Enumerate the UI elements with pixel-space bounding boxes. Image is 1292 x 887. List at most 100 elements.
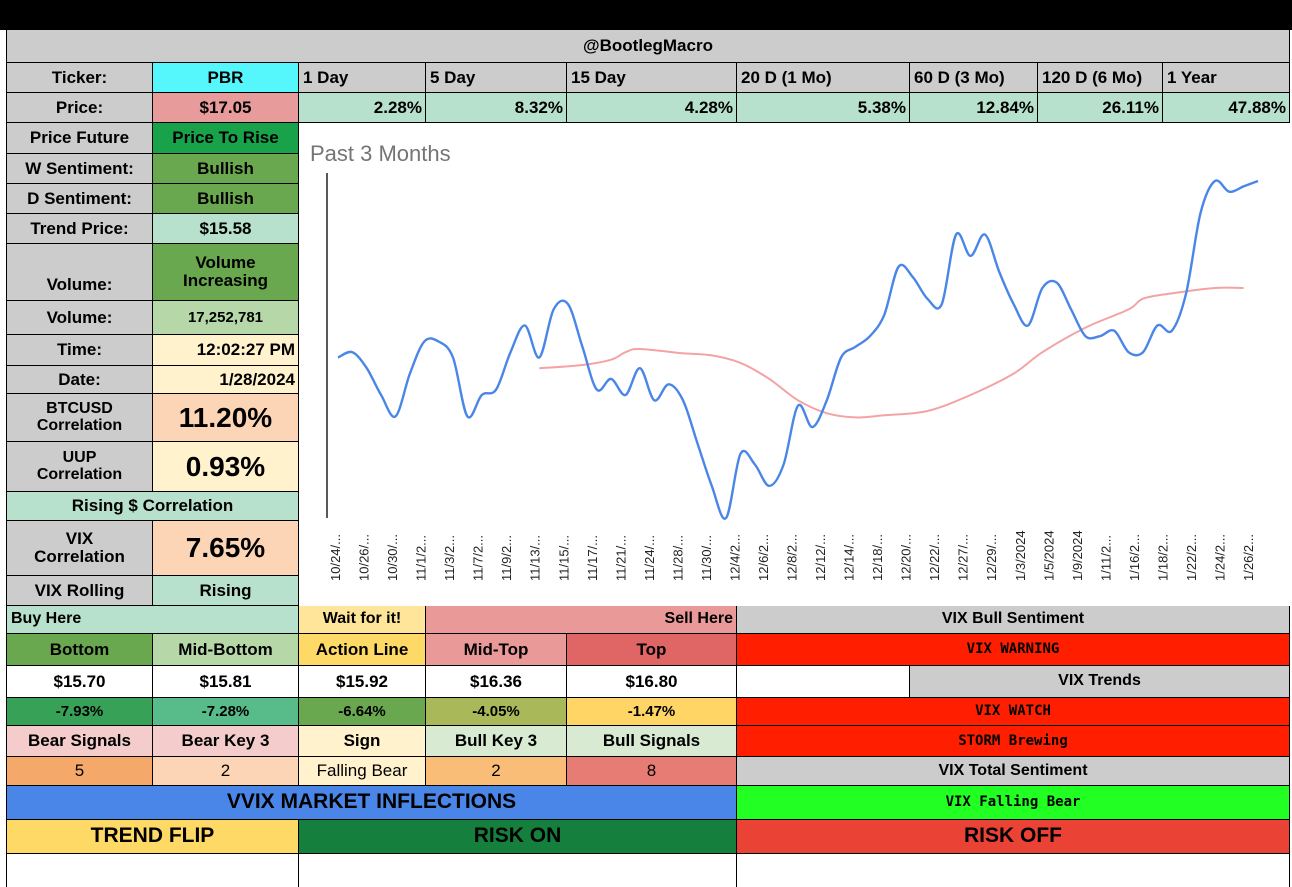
- x-tick-label: 1/5/2024: [1041, 530, 1056, 581]
- price-future-value: Price To Rise: [153, 123, 299, 154]
- risk-on-blank: [299, 854, 737, 887]
- period-value-120d: 26.11%: [1038, 93, 1163, 123]
- vix-label-line1: VIX: [65, 529, 94, 549]
- time-value: 12:02:27 PM: [153, 335, 299, 366]
- top-bar: [0, 0, 1292, 30]
- ticker-value[interactable]: PBR: [153, 63, 299, 93]
- x-tick-label: 12/6/2...: [756, 534, 771, 581]
- period-value-1d: 2.28%: [299, 93, 426, 123]
- x-tick-label: 11/21/...: [613, 535, 628, 581]
- x-tick-label: 11/13/...: [528, 535, 543, 581]
- vix-warning: VIX WARNING: [737, 634, 1290, 666]
- level-pct-mid-bottom: -7.28%: [153, 698, 299, 726]
- price-future-label: Price Future: [7, 123, 153, 154]
- btc-correlation-label: BTCUSD Correlation: [7, 394, 153, 442]
- x-tick-label: 12/4/2...: [727, 534, 742, 581]
- price-label: Price:: [7, 93, 153, 123]
- period-header-5d: 5 Day: [426, 63, 567, 93]
- vix-falling-bear: VIX Falling Bear: [737, 786, 1290, 820]
- x-tick-label: 10/24/...: [328, 534, 343, 581]
- uup-label-line1: UUP: [62, 448, 97, 466]
- vix-trends: VIX Trends: [910, 666, 1290, 698]
- price-value: $17.05: [153, 93, 299, 123]
- vix-label-line2: Correlation: [34, 547, 125, 566]
- signal-value-sign: Falling Bear: [299, 757, 426, 786]
- period-value-15d: 4.28%: [567, 93, 737, 123]
- buy-here-label: Buy Here: [7, 606, 299, 634]
- chart-svg: Past 3 Months 10/24/... 10/26/... 10/30/..…: [310, 141, 1259, 581]
- x-tick-label: 11/30/...: [699, 535, 714, 581]
- x-tick-label: 11/24/...: [642, 535, 657, 581]
- x-tick-label: 11/28/...: [670, 535, 685, 581]
- x-tick-label: 1/16/2...: [1127, 534, 1142, 581]
- btc-label-line1: BTCUSD: [46, 399, 113, 417]
- level-pct-top: -1.47%: [567, 698, 737, 726]
- x-tick-label: 1/9/2024: [1070, 530, 1085, 581]
- x-tick-label: 1/18/2...: [1155, 534, 1170, 581]
- risk-off-blank: [737, 854, 1290, 887]
- x-tick-label: 11/7/2...: [471, 535, 486, 581]
- chart-background: [300, 123, 1290, 606]
- level-header-top: Top: [567, 634, 737, 666]
- x-tick-label: 1/24/2...: [1212, 534, 1227, 581]
- period-value-5d: 8.32%: [426, 93, 567, 123]
- vix-rolling-value: Rising: [153, 576, 299, 606]
- period-value-1y: 47.88%: [1163, 93, 1290, 123]
- ticker-label: Ticker:: [7, 63, 153, 93]
- rising-correlation: Rising $ Correlation: [7, 492, 299, 521]
- uup-correlation-label: UUP Correlation: [7, 442, 153, 492]
- x-tick-label: 1/26/2...: [1241, 534, 1256, 581]
- vix-trends-blank: [737, 666, 910, 698]
- x-tick-label: 12/8/2...: [785, 534, 800, 581]
- time-label: Time:: [7, 335, 153, 366]
- vix-correlation-label: VIX Correlation: [7, 521, 153, 576]
- risk-on: RISK ON: [299, 820, 737, 854]
- period-value-20d: 5.38%: [737, 93, 910, 123]
- level-pct-action-line: -6.64%: [299, 698, 426, 726]
- signal-header-bear-signals: Bear Signals: [7, 726, 153, 757]
- level-header-mid-bottom: Mid-Bottom: [153, 634, 299, 666]
- period-header-60d: 60 D (3 Mo): [910, 63, 1038, 93]
- signal-header-bull-signals: Bull Signals: [567, 726, 737, 757]
- level-price-top: $16.80: [567, 666, 737, 698]
- storm-brewing: STORM Brewing: [737, 726, 1290, 757]
- signal-value-bull-key3: 2: [426, 757, 567, 786]
- btc-correlation-value: 11.20%: [153, 394, 299, 442]
- signal-value-bull-signals: 8: [567, 757, 737, 786]
- x-tick-label: 10/30/...: [385, 534, 400, 581]
- sheet-left-gutter: [0, 30, 7, 887]
- level-price-action-line: $15.92: [299, 666, 426, 698]
- wait-label: Wait for it!: [299, 606, 426, 634]
- header-title: @BootlegMacro: [7, 30, 1290, 63]
- price-series-line: [337, 179, 1259, 520]
- x-tick-label: 11/3/2...: [442, 535, 457, 581]
- signal-value-bear-signals: 5: [7, 757, 153, 786]
- x-tick-label: 12/20/...: [899, 534, 914, 581]
- x-tick-label: 11/17/...: [585, 535, 600, 581]
- volume-label: Volume:: [7, 301, 153, 335]
- period-header-120d: 120 D (6 Mo): [1038, 63, 1163, 93]
- level-pct-bottom: -7.93%: [7, 698, 153, 726]
- signal-header-bull-key3: Bull Key 3: [426, 726, 567, 757]
- x-tick-label: 12/29/...: [984, 534, 999, 581]
- d-sentiment-value: Bullish: [153, 184, 299, 214]
- sell-here-label: Sell Here: [426, 606, 737, 634]
- uup-correlation-value: 0.93%: [153, 442, 299, 492]
- period-header-20d: 20 D (1 Mo): [737, 63, 910, 93]
- level-header-action-line: Action Line: [299, 634, 426, 666]
- level-price-mid-top: $16.36: [426, 666, 567, 698]
- risk-off: RISK OFF: [737, 820, 1290, 854]
- x-tick-label: 10/26/...: [357, 534, 372, 581]
- d-sentiment-label: D Sentiment:: [7, 184, 153, 214]
- level-header-bottom: Bottom: [7, 634, 153, 666]
- level-price-mid-bottom: $15.81: [153, 666, 299, 698]
- level-header-mid-top: Mid-Top: [426, 634, 567, 666]
- vvix-title: VVIX MARKET INFLECTIONS: [7, 786, 737, 820]
- period-header-1d: 1 Day: [299, 63, 426, 93]
- trend-flip: TREND FLIP: [7, 820, 299, 854]
- x-tick-label: 12/18/...: [870, 534, 885, 581]
- x-tick-label: 12/14/...: [842, 534, 857, 581]
- x-tick-label: 11/1/2...: [414, 535, 429, 581]
- vix-correlation-value: 7.65%: [153, 521, 299, 576]
